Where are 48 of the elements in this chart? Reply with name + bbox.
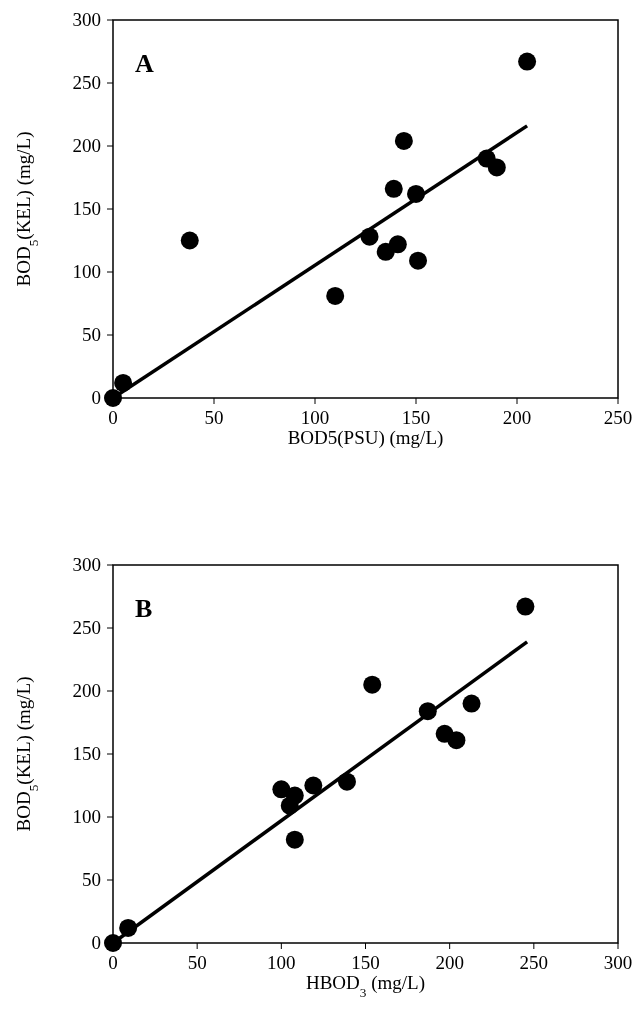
- point: [104, 934, 122, 952]
- point: [304, 776, 323, 795]
- point: [363, 675, 382, 694]
- x-tick-label: 150: [401, 407, 431, 428]
- point: [384, 179, 403, 198]
- y-tick-label: 250: [72, 617, 101, 638]
- x-tick-label: 200: [502, 407, 532, 428]
- x-tick-label: 250: [603, 407, 633, 428]
- point: [180, 231, 199, 250]
- y-tick-label: 50: [82, 324, 101, 345]
- x-tick-label: 0: [108, 952, 118, 973]
- y-tick-label: 0: [91, 387, 101, 408]
- annotation: B: [135, 594, 153, 623]
- y-tick-label: 300: [72, 554, 101, 575]
- point: [447, 731, 466, 750]
- y-tick-label: 50: [82, 869, 101, 890]
- y-tick-label: 100: [72, 806, 101, 827]
- point: [518, 52, 537, 71]
- x-tick-label: 200: [435, 952, 464, 973]
- y-tick-label: 300: [72, 9, 101, 30]
- x-tick-label: 0: [108, 407, 118, 428]
- x-tick-label: 50: [187, 952, 207, 973]
- x-tick-label: 100: [300, 407, 330, 428]
- y-tick-label: 150: [72, 743, 101, 764]
- point: [388, 235, 407, 254]
- y-tick-label: 200: [72, 135, 101, 156]
- annotation: A: [135, 49, 154, 78]
- x-tick-label: 250: [519, 952, 549, 973]
- x-axis-title: BOD5(PSU) (mg/L): [287, 427, 444, 449]
- y-tick-label: 200: [72, 680, 101, 701]
- x-tick-label: 100: [267, 952, 296, 973]
- point: [104, 389, 122, 407]
- x-tick-label: 300: [603, 952, 633, 973]
- y-tick-label: 100: [72, 261, 101, 282]
- point: [285, 830, 304, 849]
- x-tick-label: 150: [351, 952, 380, 973]
- point: [487, 158, 506, 177]
- y-tick-label: 150: [72, 198, 101, 219]
- y-tick-label: 250: [72, 72, 101, 93]
- x-axis-title: HBOD$_{3}$ (mg/L): [305, 972, 426, 1000]
- point: [516, 597, 535, 616]
- point: [409, 251, 428, 270]
- x-tick-label: 50: [204, 407, 224, 428]
- point: [462, 694, 481, 713]
- y-tick-label: 0: [91, 932, 101, 953]
- point: [272, 780, 291, 799]
- point: [326, 286, 345, 305]
- point: [394, 131, 413, 150]
